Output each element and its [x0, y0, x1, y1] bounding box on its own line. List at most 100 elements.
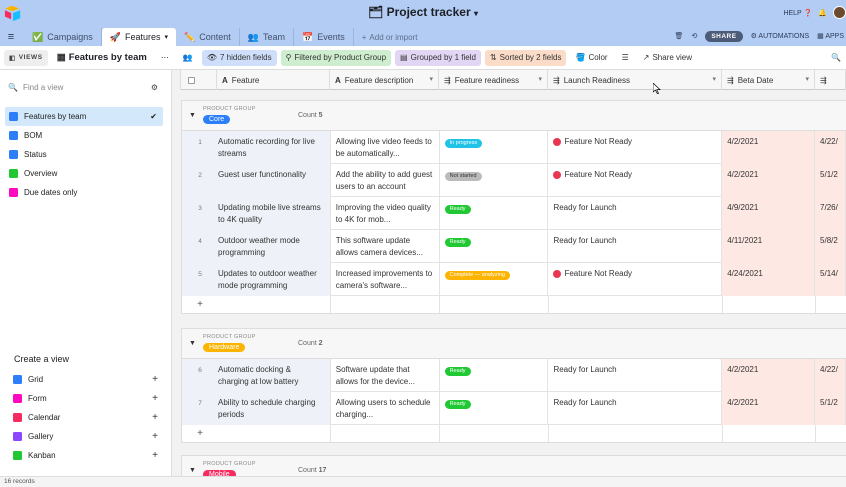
share-view-button[interactable]: ↗ Share view — [638, 50, 697, 66]
row-primary-cell[interactable]: 1 Automatic recording for live streams — [182, 131, 331, 164]
sort-button[interactable]: ⇅ Sorted by 2 fields — [484, 49, 567, 66]
select-all-checkbox[interactable] — [181, 70, 217, 90]
row-primary-cell[interactable]: 6 Automatic docking & charging at low bat… — [182, 359, 331, 392]
sidebar-view-features-by-team[interactable]: Features by team ✔ — [5, 107, 163, 126]
filter-button[interactable]: ⚲ Filtered by Product Group — [280, 49, 392, 66]
row-primary-cell[interactable]: 7 Ability to schedule charging periods — [182, 392, 331, 425]
menu-icon[interactable]: ≡ — [7, 31, 15, 43]
sidebar-view-bom[interactable]: BOM — [5, 126, 163, 145]
automations-button[interactable]: ⚙ AUTOMATIONS — [751, 32, 810, 40]
views-toggle-button[interactable]: ◧ VIEWS — [4, 49, 48, 66]
feature-cell[interactable]: Automatic docking & charging at low batt… — [218, 365, 299, 386]
create-gallery-view[interactable]: Gallery + — [13, 428, 158, 445]
readiness-cell[interactable]: Complete — analyzing — [440, 263, 549, 296]
next-date-cell[interactable]: 5/8/2 — [815, 230, 846, 263]
group-header[interactable]: ▼ PRODUCT GROUP Core Count 5 — [182, 101, 846, 131]
create-kanban-view[interactable]: Kanban + — [13, 447, 158, 464]
create-calendar-view[interactable]: Calendar + — [13, 409, 158, 426]
sidebar-view-due-dates-only[interactable]: Due dates only — [5, 183, 163, 202]
beta-date-cell[interactable]: 4/24/2021 — [722, 263, 816, 296]
group-button[interactable]: ▤ Grouped by 1 field — [395, 49, 481, 66]
feature-cell[interactable]: Updates to outdoor weather mode programm… — [218, 269, 317, 290]
view-name-button[interactable]: ▦ Features by team — [52, 50, 152, 66]
launch-readiness-cell[interactable]: Feature Not Ready — [548, 131, 723, 164]
group-header[interactable]: ▼ PRODUCT GROUP Mobile Count 17 — [182, 456, 846, 476]
next-date-cell[interactable]: 7/26/ — [815, 197, 846, 230]
column-header-feature-description[interactable]: A Feature description ▾ — [330, 70, 439, 90]
sidebar-view-overview[interactable]: Overview — [5, 164, 163, 183]
launch-readiness-cell[interactable]: Ready for Launch — [548, 197, 723, 230]
tab-content[interactable]: ✏️ Content — [176, 28, 240, 46]
column-header-beta-date[interactable]: ⇶ Beta Date ▾ — [722, 70, 815, 90]
create-grid-view[interactable]: Grid + — [13, 371, 158, 388]
caret-down-icon[interactable]: ▼ — [189, 340, 196, 347]
share-button[interactable]: SHARE — [705, 30, 743, 42]
row-primary-cell[interactable]: 4 Outdoor weather mode programming — [182, 230, 331, 263]
beta-date-cell[interactable]: 4/2/2021 — [722, 131, 816, 164]
notifications-icon[interactable]: 🔔 — [818, 9, 827, 17]
table-row[interactable]: 5 Updates to outdoor weather mode program… — [182, 263, 846, 296]
airtable-logo-icon[interactable] — [4, 4, 22, 22]
readiness-cell[interactable]: Not started — [440, 164, 549, 197]
column-header-next[interactable]: ⇶ — [815, 70, 846, 90]
row-height-icon[interactable]: ☰ — [621, 53, 629, 62]
launch-readiness-cell[interactable]: Feature Not Ready — [548, 263, 723, 296]
column-header-feature-readiness[interactable]: ⇶ Feature readiness ▾ — [439, 70, 548, 90]
tab-events[interactable]: 📅 Events — [294, 28, 354, 46]
hidden-fields-button[interactable]: 👁 7 hidden fields — [201, 49, 277, 66]
apps-button[interactable]: ▦ APPS — [817, 32, 844, 40]
launch-readiness-cell[interactable]: Ready for Launch — [548, 230, 723, 263]
readiness-cell[interactable]: Ready — [440, 359, 549, 392]
next-date-cell[interactable]: 5/1/2 — [815, 164, 846, 197]
feature-cell[interactable]: Automatic recording for live streams — [218, 137, 315, 158]
feature-cell[interactable]: Ability to schedule charging periods — [218, 398, 316, 419]
table-row[interactable]: 7 Ability to schedule charging periods All… — [182, 392, 846, 425]
table-row[interactable]: 1 Automatic recording for live streams All… — [182, 131, 846, 164]
readiness-cell[interactable]: In progress — [440, 131, 549, 164]
beta-date-cell[interactable]: 4/9/2021 — [722, 197, 816, 230]
find-view-search[interactable]: 🔍 Find a view ⚙ — [8, 80, 158, 94]
row-primary-cell[interactable]: 3 Updating mobile live streams to 4K qual… — [182, 197, 331, 230]
beta-date-cell[interactable]: 4/11/2021 — [722, 230, 816, 263]
description-cell[interactable]: Allowing live video feeds to be automati… — [331, 131, 440, 164]
readiness-cell[interactable]: Ready — [440, 197, 549, 230]
table-row[interactable]: 4 Outdoor weather mode programming This so… — [182, 230, 846, 263]
chevron-down-icon[interactable]: ▾ — [164, 34, 169, 41]
launch-readiness-cell[interactable]: Ready for Launch — [548, 392, 723, 425]
chevron-down-icon[interactable]: ▾ — [538, 76, 542, 83]
readiness-cell[interactable]: Ready — [440, 230, 549, 263]
gear-icon[interactable]: ⚙ — [150, 82, 158, 92]
table-row[interactable]: 2 Guest user functinonality Add the abilit… — [182, 164, 846, 197]
caret-down-icon[interactable]: ▼ — [189, 112, 196, 119]
launch-readiness-cell[interactable]: Ready for Launch — [548, 359, 723, 392]
create-form-view[interactable]: Form + — [13, 390, 158, 407]
avatar[interactable] — [833, 6, 846, 19]
next-date-cell[interactable]: 4/22/ — [815, 131, 846, 164]
sidebar-view-status[interactable]: Status — [5, 145, 163, 164]
description-cell[interactable]: This software update allows camera devic… — [331, 230, 440, 263]
chevron-down-icon[interactable]: ▾ — [429, 76, 433, 83]
history-icon[interactable]: ⟲ — [691, 33, 698, 40]
next-date-cell[interactable]: 4/22/ — [815, 359, 846, 392]
beta-date-cell[interactable]: 4/2/2021 — [722, 392, 816, 425]
column-header-launch-readiness[interactable]: ⇶ Launch Readiness ▾ — [548, 70, 722, 90]
tab-campaigns[interactable]: ✅ Campaigns — [22, 28, 102, 46]
beta-date-cell[interactable]: 4/2/2021 — [722, 359, 816, 392]
next-date-cell[interactable]: 5/14/ — [815, 263, 846, 296]
tab-team[interactable]: 👥 Team — [240, 28, 294, 46]
row-primary-cell[interactable]: 5 Updates to outdoor weather mode program… — [182, 263, 331, 296]
add-record-row[interactable]: + — [182, 296, 846, 313]
description-cell[interactable]: Allowing users to schedule charging... — [331, 392, 440, 425]
collaborators-icon[interactable]: 👥 — [182, 53, 193, 62]
add-or-import-button[interactable]: + Add or import — [354, 28, 418, 46]
table-row[interactable]: 6 Automatic docking & charging at low bat… — [182, 359, 846, 392]
row-primary-cell[interactable]: 2 Guest user functinonality — [182, 164, 331, 197]
feature-cell[interactable]: Guest user functinonality — [218, 170, 307, 179]
description-cell[interactable]: Improving the video quality to 4K for mo… — [331, 197, 440, 230]
readiness-cell[interactable]: Ready — [440, 392, 549, 425]
chevron-down-icon[interactable]: ▾ — [712, 76, 716, 83]
add-record-row[interactable]: + — [182, 425, 846, 442]
trash-icon[interactable]: 🗑 — [674, 33, 684, 40]
search-icon[interactable]: 🔍 — [831, 53, 841, 62]
base-title-button[interactable]: 🗂 Project tracker ▾ — [368, 5, 478, 19]
